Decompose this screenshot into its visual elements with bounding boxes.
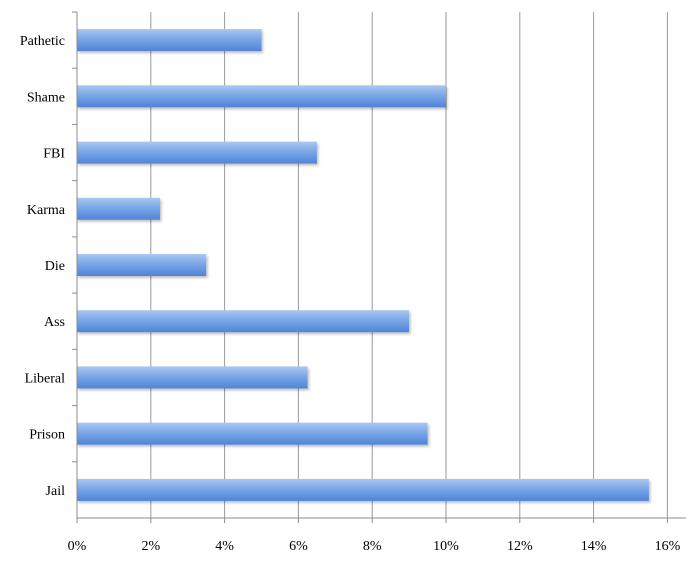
x-tick-label-8: 16% [655,539,681,554]
bar-shame [77,85,446,108]
x-tick-label-0: 0% [68,539,87,554]
category-label-pathetic: Pathetic [20,34,65,49]
category-label-jail: Jail [46,484,66,499]
x-tick-label-2: 4% [215,539,234,554]
category-label-karma: Karma [27,203,66,218]
category-label-fbi: FBI [43,147,65,162]
bar-jail [77,478,649,501]
category-label-ass: Ass [44,315,65,330]
category-label-prison: Prison [29,428,65,443]
category-label-shame: Shame [27,90,65,105]
bar-ass [77,310,410,333]
category-label-liberal: Liberal [25,371,66,386]
bar-pathetic [77,29,262,52]
bars-group [77,29,649,501]
bar-fbi [77,141,317,164]
bar-die [77,254,207,276]
bar-karma [77,197,160,220]
x-tick-labels: 0% 2% 4% 6% 8% 10% 12% 14% 16% [68,539,681,554]
x-tick-label-5: 10% [433,539,459,554]
x-tick-label-4: 8% [363,539,382,554]
category-labels: Pathetic Shame FBI Karma Die Ass Liberal Prison… [20,34,66,499]
bar-liberal [77,366,308,389]
category-label-die: Die [45,259,65,274]
x-axis [72,11,686,523]
bar-prison [77,422,428,445]
x-tick-label-1: 2% [141,539,160,554]
x-tick-label-6: 12% [507,539,533,554]
x-tick-label-7: 14% [581,539,607,554]
x-tick-label-3: 6% [289,539,308,554]
